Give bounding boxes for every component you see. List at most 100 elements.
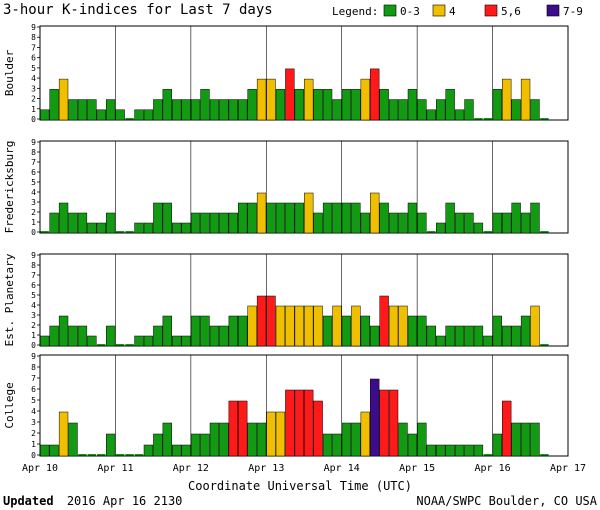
bar [106, 433, 116, 457]
y-tick-label: 1 [31, 218, 36, 227]
bar [247, 202, 257, 234]
bar [370, 325, 380, 347]
bar [474, 118, 483, 120]
bar [388, 389, 399, 457]
y-tick-label: 5 [31, 291, 36, 300]
bar [492, 315, 502, 347]
legend-swatch-2 [484, 4, 498, 17]
bar [162, 315, 172, 347]
bar [256, 78, 267, 121]
bar [219, 212, 229, 234]
bar [341, 89, 352, 121]
bar [200, 433, 210, 457]
y-tick-label: 8 [31, 148, 36, 157]
y-tick-label: 4 [31, 74, 36, 83]
y-tick-label: 5 [31, 178, 36, 187]
bar [181, 99, 191, 121]
bar [228, 212, 238, 234]
bar [483, 118, 493, 120]
y-tick-label: 9 [31, 138, 36, 147]
bar [464, 99, 474, 121]
bar [313, 305, 323, 347]
bar [502, 212, 512, 234]
bar [58, 202, 69, 234]
bar [256, 422, 267, 457]
station-label: College [3, 382, 16, 428]
bar [143, 109, 154, 121]
bar [464, 212, 474, 234]
legend-swatch-1 [432, 4, 446, 17]
x-axis-ticks: Apr 10 Apr 11 Apr 12 Apr 13 Apr 14 Apr 15 Apr … [22, 463, 586, 474]
updated-label: Updated [3, 494, 54, 508]
y-tick-label: 2 [31, 95, 36, 104]
bar [49, 325, 59, 347]
chart-title: 3-hour K-indices for Last 7 days [3, 2, 273, 18]
bar [388, 212, 399, 234]
bar [379, 89, 389, 121]
bar [219, 422, 229, 457]
y-tick-label: 6 [31, 385, 36, 394]
bar [172, 335, 182, 347]
bar [473, 444, 484, 457]
chart-panels: 0123456789Boulder0123456789Fredericksbur… [3, 23, 569, 460]
bar [351, 202, 361, 234]
bar [172, 99, 182, 121]
bar [351, 422, 361, 457]
bar [115, 454, 125, 456]
bar [360, 411, 370, 457]
bar [106, 212, 116, 234]
bar [134, 109, 144, 121]
bar [106, 325, 116, 347]
bar [530, 202, 540, 234]
bar [68, 422, 78, 457]
bar [153, 202, 163, 234]
bar [87, 335, 97, 347]
bar [143, 335, 154, 347]
bar [304, 389, 314, 457]
x-tick-label: Apr 14 [324, 463, 360, 474]
y-tick-label: 1 [31, 331, 36, 340]
panel-college: 0 1 2 3 4 5 6 7 8 9 College [3, 352, 569, 460]
bar [68, 325, 78, 347]
legend-entry-3: 7-9 [563, 5, 583, 18]
bar [388, 305, 399, 347]
bar [454, 212, 465, 234]
bar [502, 400, 512, 457]
bar [58, 78, 69, 121]
bar [351, 305, 361, 347]
bar [426, 325, 436, 347]
bar [379, 389, 389, 457]
bar [322, 89, 333, 121]
y-tick-label: 0 [31, 341, 36, 350]
bar [285, 68, 295, 121]
y-tick-label: 0 [31, 228, 36, 237]
bar [285, 202, 295, 234]
bar [219, 325, 229, 347]
bar [58, 315, 69, 347]
bar [427, 231, 436, 233]
bar [520, 212, 531, 234]
bar [134, 222, 144, 234]
y-tick-label: 3 [31, 198, 36, 207]
bar [228, 99, 238, 121]
bar [454, 109, 465, 121]
bar [322, 315, 333, 347]
y-tick-label: 4 [31, 407, 36, 416]
bar [153, 325, 163, 347]
bar [200, 315, 210, 347]
updated-line: Updated 2016 Apr 16 2130 [3, 494, 182, 508]
bar [530, 305, 540, 347]
bar [407, 89, 418, 121]
bar [530, 99, 540, 121]
y-tick-label: 5 [31, 64, 36, 73]
bar [266, 202, 276, 234]
bar [436, 99, 446, 121]
bar [502, 325, 512, 347]
bar [40, 231, 49, 233]
bar [370, 192, 380, 234]
bar [143, 444, 154, 457]
bar [417, 315, 427, 347]
bar [49, 444, 59, 457]
